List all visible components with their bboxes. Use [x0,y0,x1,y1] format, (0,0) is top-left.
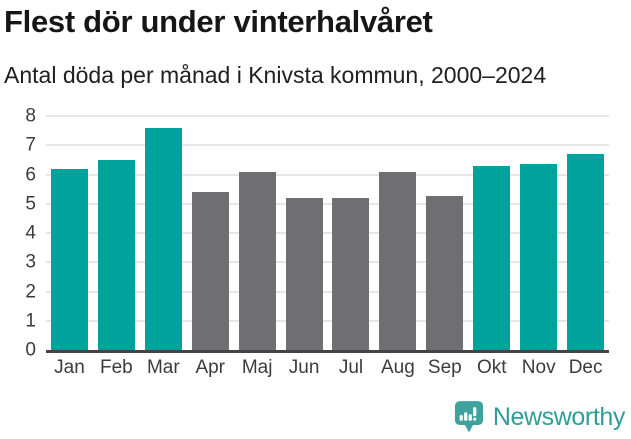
y-tick-label-7: 7 [25,134,36,156]
bar-nov [520,164,558,350]
bar-dec [567,154,605,350]
gridline-8 [46,115,609,117]
gridline-1 [46,319,609,322]
bar-maj [238,171,276,350]
x-tick-label-okt: Okt [476,357,507,378]
bar-slot-apr [187,116,234,350]
gridline-6 [46,173,609,176]
bar-mar [144,127,182,350]
x-tick-label-sep: Sep [427,357,462,378]
y-tick-label-5: 5 [25,193,36,215]
bar-sep [426,196,464,350]
bar-slot-aug [374,116,421,350]
bar-slot-jul [328,116,375,350]
x-axis-labels: Jan Feb Mar Apr Maj Jun Jul Aug Sep Okt Nov Dec [46,356,609,380]
gridline-3 [46,261,609,264]
y-tick-label-3: 3 [25,251,36,273]
x-tick-label-jun: Jun [288,357,320,378]
y-tick-label-0: 0 [25,339,36,361]
x-tick-label-maj: Maj [241,357,273,378]
bars-container [46,116,609,350]
bar-slot-maj [234,116,281,350]
bar-slot-okt [468,116,515,350]
gridline-5 [46,202,609,205]
x-tick-label-apr: Apr [195,357,226,378]
x-tick-label-mar: Mar [146,357,180,378]
y-tick-label-8: 8 [25,105,36,127]
plot-area [46,115,609,353]
x-tick-label-dec: Dec [568,357,603,378]
bar-feb [97,159,135,350]
x-tick-label-nov: Nov [521,357,556,378]
x-tick-label-aug: Aug [381,357,415,378]
x-tick-label-jul: Jul [338,357,364,378]
y-axis-labels: 0 1 2 3 4 5 6 7 8 [0,107,36,360]
bar-slot-nov [515,116,562,350]
y-tick-label-6: 6 [25,164,36,185]
bar-slot-jan [46,116,93,350]
bar-jul [332,197,370,350]
y-tick-label-1: 1 [25,310,36,332]
newsworthy-logo: Newsworthy [454,400,625,434]
newsworthy-logo-text: Newsworthy [492,402,626,431]
bar-slot-mar [140,116,187,350]
bar-jun [285,197,323,350]
bar-slot-sep [421,116,468,350]
gridline-4 [46,232,609,234]
bar-okt [473,165,511,350]
bar-slot-jun [281,116,328,350]
y-tick-label-4: 4 [25,222,36,244]
newsworthy-chart-bubble-icon [454,401,483,433]
x-axis-baseline [46,350,609,353]
bar-slot-feb [93,116,140,350]
chart-title: Flest dör under vinterhalvåret [4,4,433,39]
x-tick-label-jan: Jan [54,357,85,378]
bar-slot-dec [562,116,609,350]
bar-apr [191,192,229,350]
chart-subtitle: Antal döda per månad i Knivsta kommun, 2… [4,62,547,88]
gridline-7 [46,144,609,147]
gridline-2 [46,290,609,293]
x-tick-label-feb: Feb [100,357,133,378]
bar-jan [50,168,88,350]
bar-aug [379,171,417,350]
y-tick-label-2: 2 [25,281,36,302]
